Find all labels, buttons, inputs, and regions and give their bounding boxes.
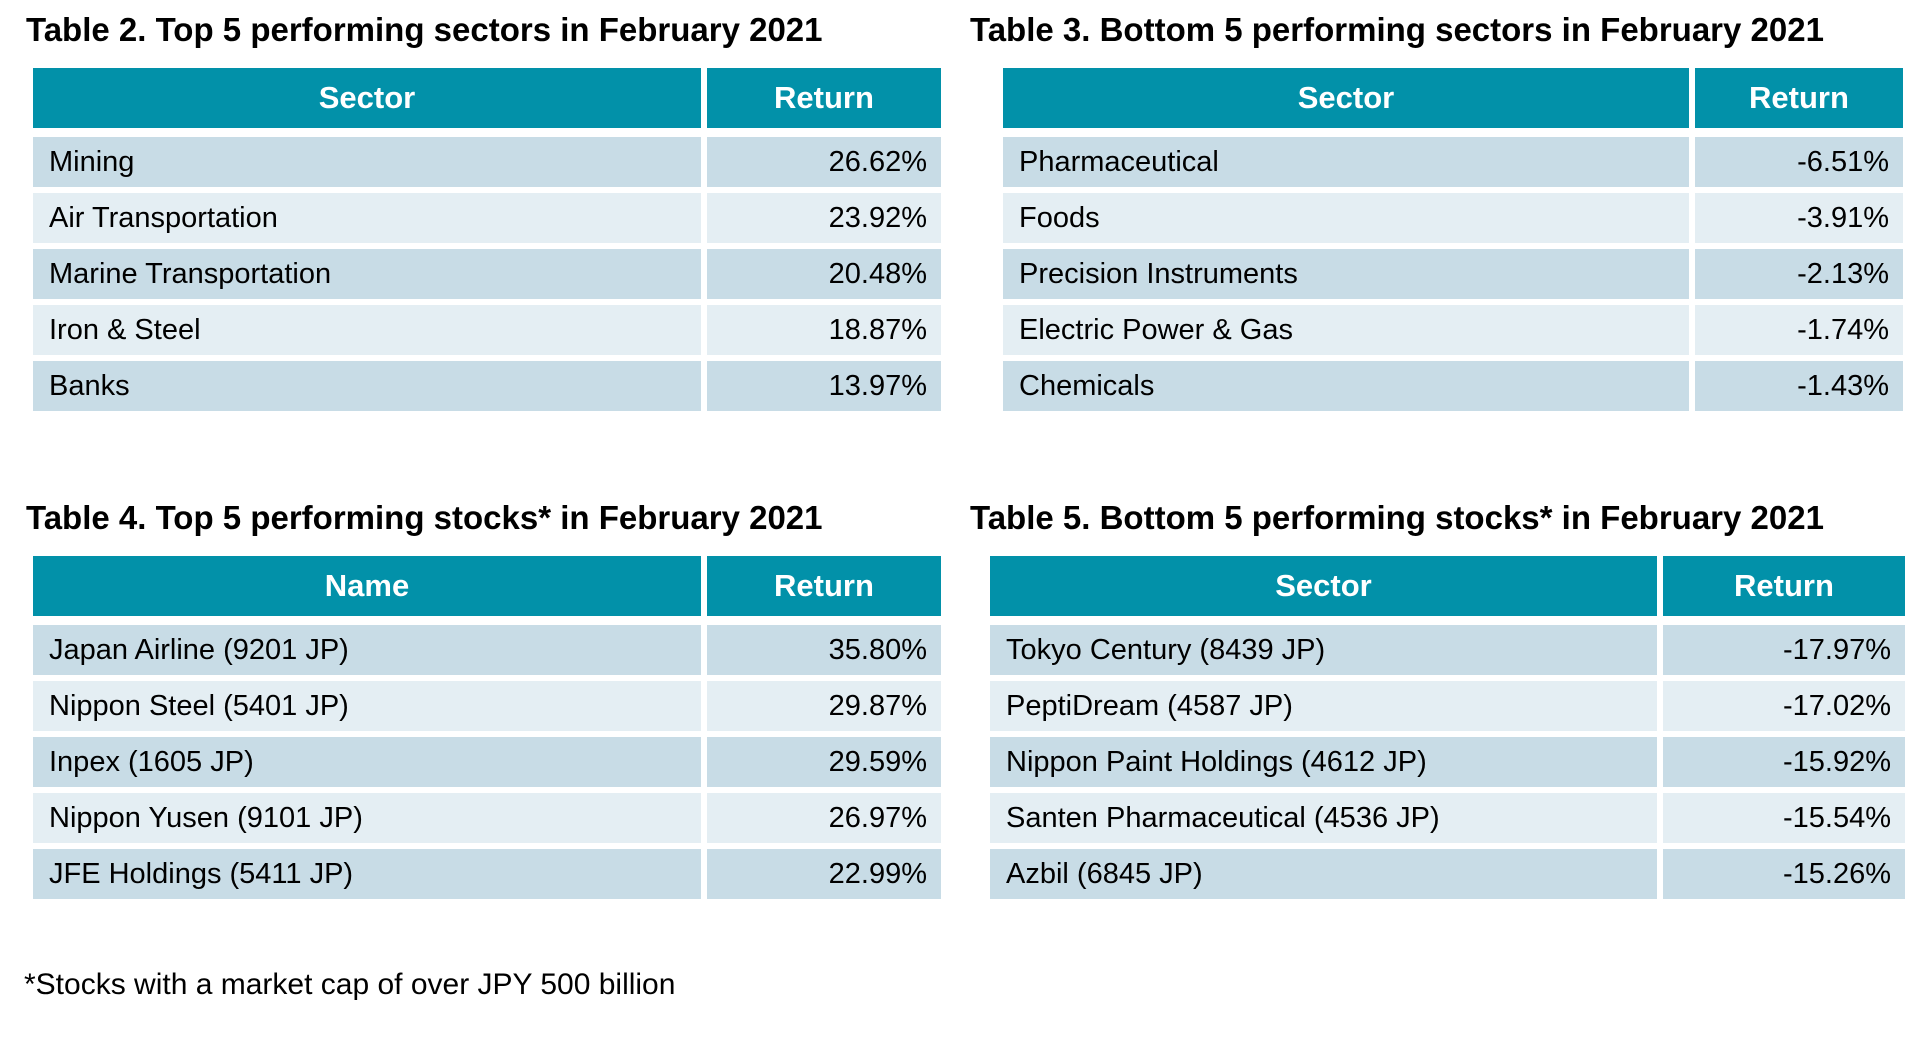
stock-cell: JFE Holdings (5411 JP) — [33, 849, 701, 899]
sector-cell: Iron & Steel — [33, 305, 701, 355]
return-cell: 26.62% — [707, 137, 941, 187]
return-cell: 23.92% — [707, 193, 941, 243]
table-row: Japan Airline (9201 JP) 35.80% — [33, 625, 941, 675]
table4-title: Table 4. Top 5 performing stocks* in Feb… — [26, 499, 823, 536]
table-row: Marine Transportation 20.48% — [33, 249, 941, 299]
return-cell: -17.97% — [1663, 625, 1905, 675]
table5-header-row: Sector Return — [990, 556, 1905, 616]
table-row: PeptiDream (4587 JP) -17.02% — [990, 681, 1905, 731]
stock-cell: Japan Airline (9201 JP) — [33, 625, 701, 675]
footnote: *Stocks with a market cap of over JPY 50… — [24, 968, 676, 1001]
table-row: Precision Instruments -2.13% — [1003, 249, 1903, 299]
stock-cell: Nippon Steel (5401 JP) — [33, 681, 701, 731]
table5-header-return: Return — [1663, 556, 1905, 616]
stock-cell: Tokyo Century (8439 JP) — [990, 625, 1657, 675]
table-row: Nippon Paint Holdings (4612 JP) -15.92% — [990, 737, 1905, 787]
table5-title: Table 5. Bottom 5 performing stocks* in … — [970, 499, 1824, 536]
sector-cell: Electric Power & Gas — [1003, 305, 1689, 355]
table-row: Electric Power & Gas -1.74% — [1003, 305, 1903, 355]
table2-header-row: Sector Return — [33, 68, 941, 128]
table-row: Tokyo Century (8439 JP) -17.97% — [990, 625, 1905, 675]
stock-cell: Inpex (1605 JP) — [33, 737, 701, 787]
sector-cell: Precision Instruments — [1003, 249, 1689, 299]
table2-header-return: Return — [707, 68, 941, 128]
return-cell: -15.26% — [1663, 849, 1905, 899]
table4-header-row: Name Return — [33, 556, 941, 616]
stock-cell: Santen Pharmaceutical (4536 JP) — [990, 793, 1657, 843]
table-row: Azbil (6845 JP) -15.26% — [990, 849, 1905, 899]
table-row: Mining 26.62% — [33, 137, 941, 187]
table3-bottom-sectors: Sector Return Pharmaceutical -6.51% Food… — [1003, 68, 1903, 411]
return-cell: -6.51% — [1695, 137, 1903, 187]
return-cell: -15.92% — [1663, 737, 1905, 787]
return-cell: 22.99% — [707, 849, 941, 899]
table3-header-sector: Sector — [1003, 68, 1689, 128]
table4-header-name: Name — [33, 556, 701, 616]
table-row: Nippon Steel (5401 JP) 29.87% — [33, 681, 941, 731]
return-cell: -1.43% — [1695, 361, 1903, 411]
return-cell: -3.91% — [1695, 193, 1903, 243]
table-row: Banks 13.97% — [33, 361, 941, 411]
table-row: Nippon Yusen (9101 JP) 26.97% — [33, 793, 941, 843]
table5-bottom-stocks: Sector Return Tokyo Century (8439 JP) -1… — [990, 556, 1905, 899]
return-cell: 29.59% — [707, 737, 941, 787]
return-cell: 20.48% — [707, 249, 941, 299]
sector-cell: Air Transportation — [33, 193, 701, 243]
table-row: Chemicals -1.43% — [1003, 361, 1903, 411]
table3-block: Table 3. Bottom 5 performing sectors in … — [970, 8, 1905, 411]
stock-cell: Nippon Yusen (9101 JP) — [33, 793, 701, 843]
table3-title: Table 3. Bottom 5 performing sectors in … — [970, 11, 1824, 48]
table2-header-sector: Sector — [33, 68, 701, 128]
sector-cell: Banks — [33, 361, 701, 411]
return-cell: -2.13% — [1695, 249, 1903, 299]
table-row: Iron & Steel 18.87% — [33, 305, 941, 355]
table-row: Air Transportation 23.92% — [33, 193, 941, 243]
sector-cell: Chemicals — [1003, 361, 1689, 411]
table3-header-row: Sector Return — [1003, 68, 1903, 128]
return-cell: 13.97% — [707, 361, 941, 411]
return-cell: -15.54% — [1663, 793, 1905, 843]
sector-cell: Mining — [33, 137, 701, 187]
return-cell: -1.74% — [1695, 305, 1903, 355]
table-row: Foods -3.91% — [1003, 193, 1903, 243]
table4-header-return: Return — [707, 556, 941, 616]
sector-cell: Pharmaceutical — [1003, 137, 1689, 187]
table2-block: Table 2. Top 5 performing sectors in Feb… — [26, 8, 941, 411]
return-cell: 18.87% — [707, 305, 941, 355]
table-row: Santen Pharmaceutical (4536 JP) -15.54% — [990, 793, 1905, 843]
table-row: Inpex (1605 JP) 29.59% — [33, 737, 941, 787]
stock-cell: PeptiDream (4587 JP) — [990, 681, 1657, 731]
return-cell: 29.87% — [707, 681, 941, 731]
return-cell: -17.02% — [1663, 681, 1905, 731]
table2-top-sectors: Sector Return Mining 26.62% Air Transpor… — [33, 68, 941, 411]
stock-cell: Nippon Paint Holdings (4612 JP) — [990, 737, 1657, 787]
table4-block: Table 4. Top 5 performing stocks* in Feb… — [26, 496, 941, 899]
return-cell: 26.97% — [707, 793, 941, 843]
sector-cell: Foods — [1003, 193, 1689, 243]
table-row: JFE Holdings (5411 JP) 22.99% — [33, 849, 941, 899]
return-cell: 35.80% — [707, 625, 941, 675]
table3-header-return: Return — [1695, 68, 1903, 128]
table4-top-stocks: Name Return Japan Airline (9201 JP) 35.8… — [33, 556, 941, 899]
stock-cell: Azbil (6845 JP) — [990, 849, 1657, 899]
table-row: Pharmaceutical -6.51% — [1003, 137, 1903, 187]
table5-header-sector: Sector — [990, 556, 1657, 616]
sector-cell: Marine Transportation — [33, 249, 701, 299]
table5-block: Table 5. Bottom 5 performing stocks* in … — [970, 496, 1905, 899]
table2-title: Table 2. Top 5 performing sectors in Feb… — [26, 11, 823, 48]
